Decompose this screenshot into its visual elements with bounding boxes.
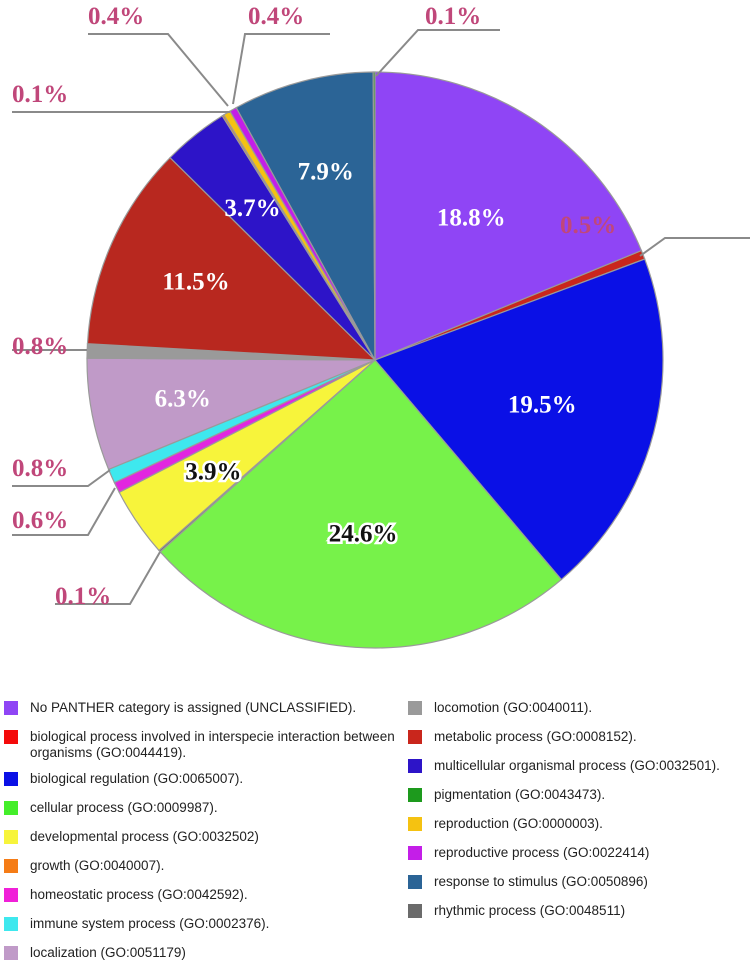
slice-value-label: 0.4% [88, 3, 144, 30]
legend-swatch [4, 859, 18, 873]
legend-label: multicellular organismal process (GO:003… [434, 758, 720, 773]
legend-right-column: locomotion (GO:0040011). metabolic proces… [408, 700, 748, 932]
slice-value-label: 11.5% [162, 269, 229, 296]
legend-item: locomotion (GO:0040011). [408, 700, 748, 729]
legend-label: cellular process (GO:0009987). [30, 800, 218, 815]
legend-swatch [408, 875, 422, 889]
pie-slice [159, 359, 563, 649]
leader-line [12, 487, 116, 536]
legend-swatch [4, 772, 18, 786]
slice-value-label: 18.8% [437, 204, 506, 231]
slice-value-label: 6.3% [155, 385, 211, 412]
legend-item: developmental process (GO:0032502) [4, 829, 399, 858]
legend-swatch [408, 817, 422, 831]
slice-value-label: 7.9% [298, 158, 354, 185]
legend-label: locomotion (GO:0040011). [434, 700, 593, 715]
legend-label: rhythmic process (GO:0048511) [434, 903, 626, 918]
legend-item: No PANTHER category is assigned (UNCLASS… [4, 700, 399, 729]
slice-value-label: 3.7% [224, 195, 280, 222]
legend-item: reproductive process (GO:0022414) [408, 845, 748, 874]
legend-swatch [4, 830, 18, 844]
legend-item: reproduction (GO:0000003). [408, 816, 748, 845]
pie-slice [374, 71, 643, 361]
legend-item: immune system process (GO:0002376). [4, 916, 399, 945]
legend-swatch [408, 759, 422, 773]
leader-line [12, 469, 111, 487]
legend-swatch [4, 701, 18, 715]
legend-swatch [408, 730, 422, 744]
legend-label: response to stimulus (GO:0050896) [434, 874, 648, 889]
legend-label: localization (GO:0051179) [30, 945, 186, 960]
pie-slice [86, 357, 376, 471]
slice-value-label: 3.9% [185, 459, 241, 486]
legend-label: biological regulation (GO:0065007). [30, 771, 244, 786]
legend-swatch [408, 904, 422, 918]
slice-value-label: 0.5% [560, 212, 616, 239]
legend-label: No PANTHER category is assigned (UNCLASS… [30, 700, 357, 715]
leader-line [55, 551, 161, 605]
legend-swatch [408, 788, 422, 802]
legend-item: metabolic process (GO:0008152). [408, 729, 748, 758]
pie-chart: 18.8% 0.5% 19.5% 24.6% 0.1% 3.9% 0.6% 0.8% 6.3% 0… [12, 3, 750, 649]
legend-item: homeostatic process (GO:0042592). [4, 887, 399, 916]
legend-item: growth (GO:0040007). [4, 858, 399, 887]
slice-value-label: 24.6% [329, 520, 398, 547]
leader-line [232, 33, 330, 105]
slice-value-label: 0.1% [12, 81, 68, 108]
legend-swatch [4, 730, 18, 744]
legend-item: rhythmic process (GO:0048511) [408, 903, 748, 932]
slice-value-label: 0.8% [12, 333, 68, 360]
legend-label: reproductive process (GO:0022414) [434, 845, 650, 860]
legend-label: immune system process (GO:0002376). [30, 916, 270, 931]
leader-line [88, 33, 229, 107]
legend-item: cellular process (GO:0009987). [4, 800, 399, 829]
pie-slice [235, 71, 376, 361]
legend-swatch [4, 917, 18, 931]
legend-label: developmental process (GO:0032502) [30, 829, 259, 844]
legend-item: pigmentation (GO:0043473). [408, 787, 748, 816]
slice-value-label: 0.1% [55, 583, 111, 610]
legend-label: reproduction (GO:0000003). [434, 816, 603, 831]
legend-item: localization (GO:0051179) [4, 945, 399, 974]
legend-label: growth (GO:0040007). [30, 858, 165, 873]
legend-left-column: No PANTHER category is assigned (UNCLASS… [4, 700, 399, 974]
pie-slice [373, 258, 664, 581]
slice-value-label: 0.4% [248, 3, 304, 30]
legend-label: biological process involved in interspec… [30, 729, 395, 760]
pie-slice [86, 156, 377, 361]
legend-swatch [4, 801, 18, 815]
legend-label: pigmentation (GO:0043473). [434, 787, 606, 802]
pie-slice [372, 71, 376, 361]
legend-label: homeostatic process (GO:0042592). [30, 887, 248, 902]
legend-item: biological regulation (GO:0065007). [4, 771, 399, 800]
legend-item: multicellular organismal process (GO:003… [408, 758, 748, 787]
slice-value-label: 0.6% [12, 507, 68, 534]
legend-label: metabolic process (GO:0008152). [434, 729, 637, 744]
legend-item: biological process involved in interspec… [4, 729, 399, 771]
legend-swatch [4, 888, 18, 902]
slice-value-label: 0.8% [12, 455, 68, 482]
legend-item: response to stimulus (GO:0050896) [408, 874, 748, 903]
slice-value-label: 19.5% [508, 391, 577, 418]
slice-value-label: 0.1% [425, 3, 481, 30]
leader-line [375, 29, 500, 77]
legend-swatch [408, 846, 422, 860]
legend-swatch [4, 946, 18, 960]
legend-swatch [408, 701, 422, 715]
leader-line [639, 237, 750, 257]
